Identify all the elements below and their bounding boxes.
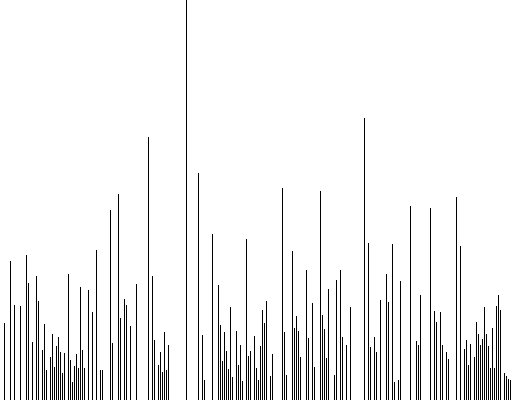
bar-series	[4, 0, 511, 400]
